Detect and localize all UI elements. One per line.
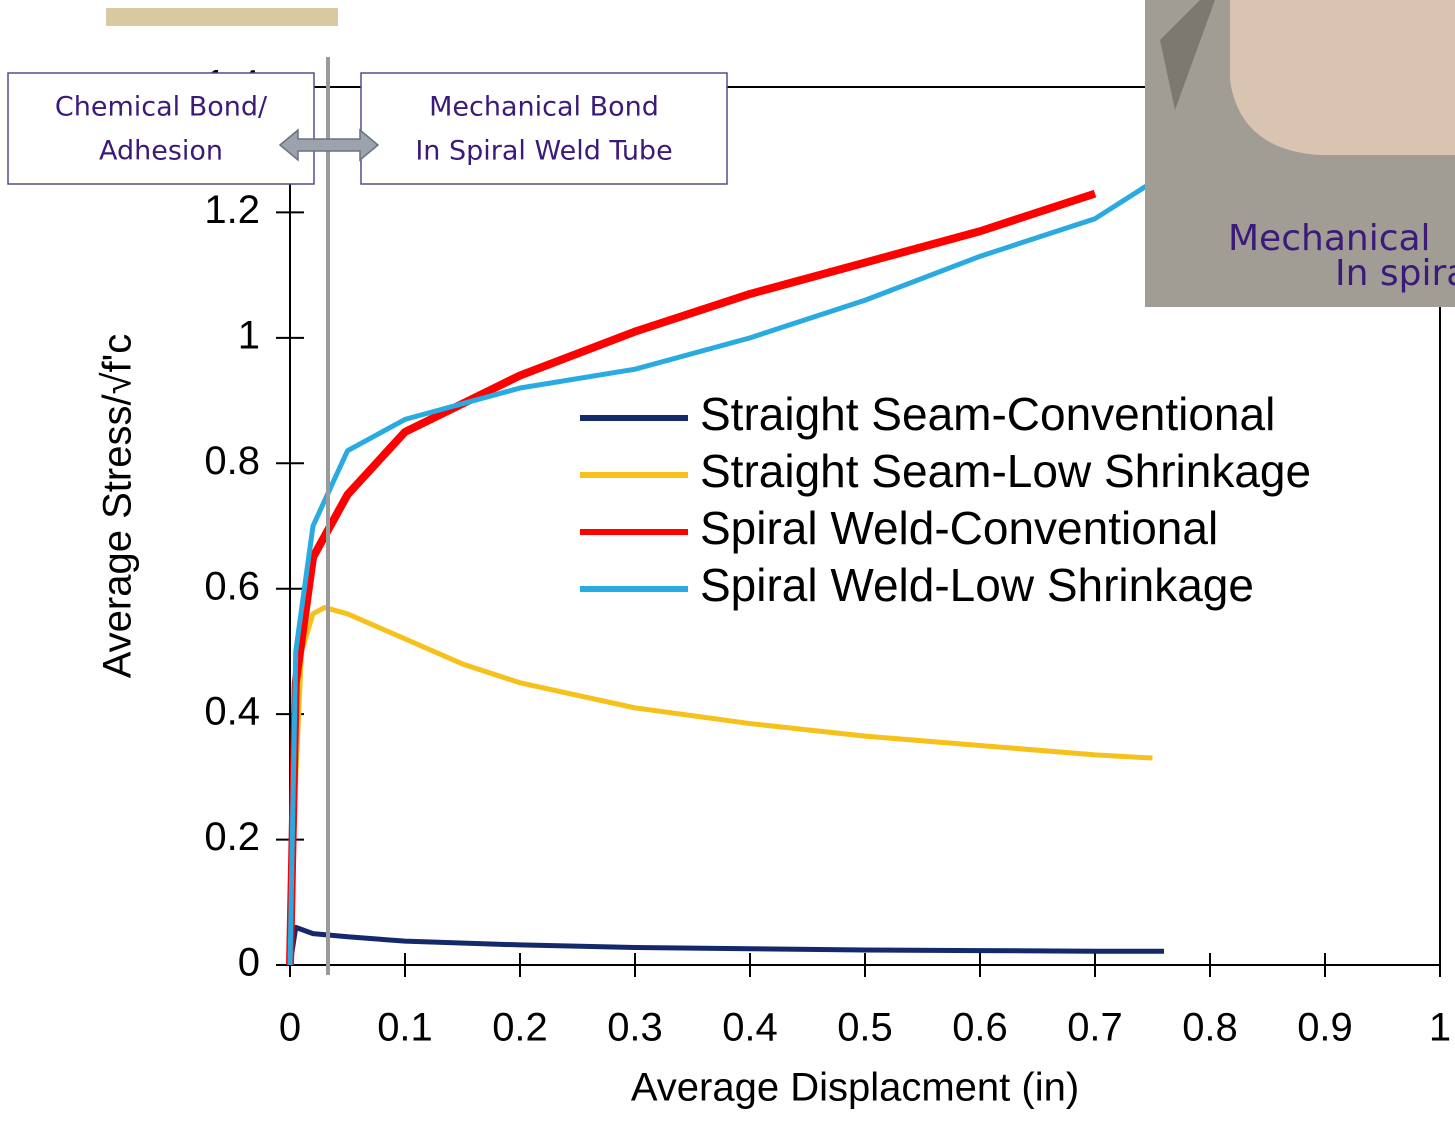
chart: 00.20.40.60.811.21.400.10.20.30.40.50.60… bbox=[0, 0, 1455, 1141]
annotation-text: Mechanical Bond bbox=[429, 92, 659, 123]
y-tick-label: 0.6 bbox=[204, 564, 260, 608]
y-tick-label: 0 bbox=[238, 941, 260, 985]
series-line bbox=[290, 927, 1164, 965]
y-tick-label: 1.2 bbox=[204, 188, 260, 232]
x-axis-label: Average Displacment (in) bbox=[631, 1066, 1079, 1110]
photo: Mechanical In spira bbox=[1145, 0, 1455, 307]
y-tick-label: 0.4 bbox=[204, 690, 260, 734]
legend-label: Spiral Weld-Conventional bbox=[700, 502, 1218, 554]
decor-bar bbox=[106, 8, 338, 26]
y-tick-label: 0.2 bbox=[204, 815, 260, 859]
annotation-box bbox=[361, 73, 727, 184]
y-axis-label: Average Stress/√f'c bbox=[96, 334, 140, 679]
series-line bbox=[290, 608, 1153, 965]
x-tick-label: 0.2 bbox=[492, 1006, 548, 1050]
x-tick-label: 0.9 bbox=[1297, 1006, 1353, 1050]
annotation-box bbox=[8, 73, 314, 184]
legend-label: Straight Seam-Conventional bbox=[700, 388, 1275, 440]
annotation-text: Adhesion bbox=[99, 136, 223, 167]
x-tick-label: 0.3 bbox=[607, 1006, 663, 1050]
legend-label: Straight Seam-Low Shrinkage bbox=[700, 445, 1311, 497]
y-tick-label: 1 bbox=[238, 313, 260, 357]
x-tick-label: 0.7 bbox=[1067, 1006, 1123, 1050]
photo-tube bbox=[1230, 0, 1455, 155]
x-tick-label: 0.8 bbox=[1182, 1006, 1238, 1050]
x-tick-label: 0.5 bbox=[837, 1006, 893, 1050]
annotation-text: In Spiral Weld Tube bbox=[415, 136, 672, 167]
annotation-text: Chemical Bond/ bbox=[55, 92, 268, 123]
x-tick-label: 1 bbox=[1429, 1006, 1451, 1050]
legend-label: Spiral Weld-Low Shrinkage bbox=[700, 559, 1254, 611]
x-tick-label: 0 bbox=[279, 1006, 301, 1050]
x-tick-label: 0.4 bbox=[722, 1006, 778, 1050]
x-tick-label: 0.1 bbox=[377, 1006, 433, 1050]
x-tick-label: 0.6 bbox=[952, 1006, 1008, 1050]
y-tick-label: 0.8 bbox=[204, 439, 260, 483]
photo-caption: In spira bbox=[1335, 253, 1455, 294]
